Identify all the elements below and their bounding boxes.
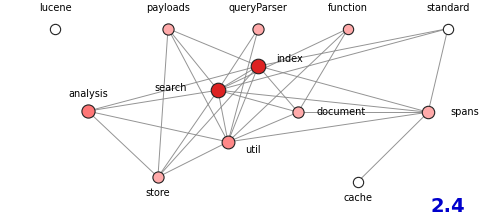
- Point: [294, 110, 302, 114]
- Text: queryParser: queryParser: [229, 3, 288, 13]
- Text: index: index: [276, 54, 303, 64]
- Text: cache: cache: [344, 192, 372, 202]
- Point: [254, 27, 262, 30]
- Point: [254, 64, 262, 68]
- Point: [424, 110, 432, 114]
- Text: spans: spans: [450, 107, 479, 117]
- Point: [214, 88, 222, 92]
- Text: payloads: payloads: [146, 3, 190, 13]
- Text: lucene: lucene: [39, 3, 72, 13]
- Point: [344, 27, 352, 30]
- Point: [51, 27, 59, 30]
- Point: [224, 140, 232, 144]
- Text: util: util: [245, 145, 261, 155]
- Point: [164, 27, 172, 30]
- Point: [444, 27, 452, 30]
- Text: store: store: [145, 188, 170, 198]
- Text: document: document: [317, 107, 366, 117]
- Text: standard: standard: [426, 3, 469, 13]
- Text: analysis: analysis: [68, 89, 108, 99]
- Point: [154, 175, 162, 179]
- Point: [84, 109, 92, 113]
- Text: 2.4: 2.4: [431, 197, 466, 216]
- Text: search: search: [155, 83, 187, 93]
- Point: [354, 180, 362, 183]
- Text: function: function: [328, 3, 368, 13]
